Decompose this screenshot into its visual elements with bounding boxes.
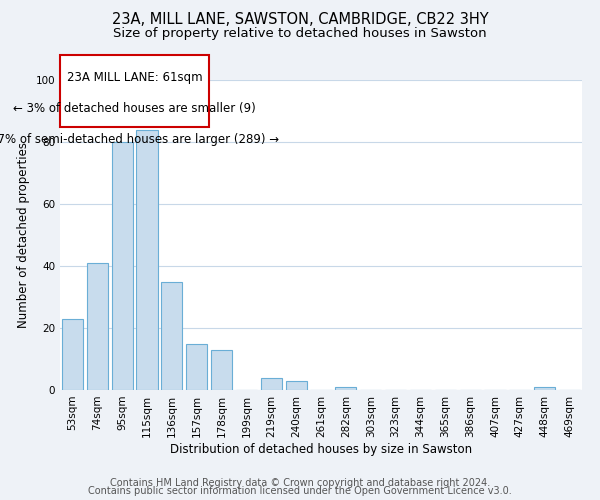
Bar xyxy=(286,380,307,390)
Bar xyxy=(534,387,555,390)
Bar xyxy=(112,142,133,390)
Text: Contains public sector information licensed under the Open Government Licence v3: Contains public sector information licen… xyxy=(88,486,512,496)
Text: 23A MILL LANE: 61sqm: 23A MILL LANE: 61sqm xyxy=(67,71,202,84)
Text: Contains HM Land Registry data © Crown copyright and database right 2024.: Contains HM Land Registry data © Crown c… xyxy=(110,478,490,488)
Bar xyxy=(335,387,356,390)
Text: 23A, MILL LANE, SAWSTON, CAMBRIDGE, CB22 3HY: 23A, MILL LANE, SAWSTON, CAMBRIDGE, CB22… xyxy=(112,12,488,28)
Y-axis label: Number of detached properties: Number of detached properties xyxy=(17,142,30,328)
Bar xyxy=(186,344,207,390)
Text: 97% of semi-detached houses are larger (289) →: 97% of semi-detached houses are larger (… xyxy=(0,133,279,146)
Bar xyxy=(60,55,209,127)
Bar xyxy=(87,263,108,390)
Text: Size of property relative to detached houses in Sawston: Size of property relative to detached ho… xyxy=(113,28,487,40)
Text: ← 3% of detached houses are smaller (9): ← 3% of detached houses are smaller (9) xyxy=(13,102,256,115)
Bar xyxy=(161,282,182,390)
Bar xyxy=(62,318,83,390)
X-axis label: Distribution of detached houses by size in Sawston: Distribution of detached houses by size … xyxy=(170,442,472,456)
Bar xyxy=(136,130,158,390)
Bar xyxy=(261,378,282,390)
Bar xyxy=(211,350,232,390)
